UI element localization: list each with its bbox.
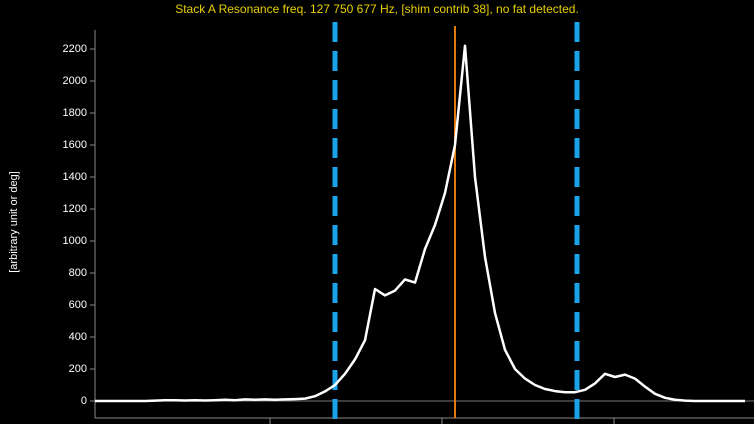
chart-title: Stack A Resonance freq. 127 750 677 Hz, …: [175, 2, 579, 16]
y-tick-label: 200: [69, 363, 87, 375]
spectrum-line: [95, 44, 745, 403]
y-tick-label: 1000: [63, 235, 87, 247]
y-tick-label: 1600: [63, 139, 87, 151]
y-tick-label: 800: [69, 267, 87, 279]
y-tick-label: 2200: [63, 43, 87, 55]
y-tick-label: 1800: [63, 107, 87, 119]
y-tick-label: 1400: [63, 171, 87, 183]
y-tick-label: 2000: [63, 75, 87, 87]
y-axis-label: [arbitrary unit or deg]: [8, 171, 20, 273]
y-tick-label: 400: [69, 331, 87, 343]
y-tick-label: 0: [81, 395, 87, 407]
y-tick-label: 1200: [63, 203, 87, 215]
y-tick-label: 600: [69, 299, 87, 311]
